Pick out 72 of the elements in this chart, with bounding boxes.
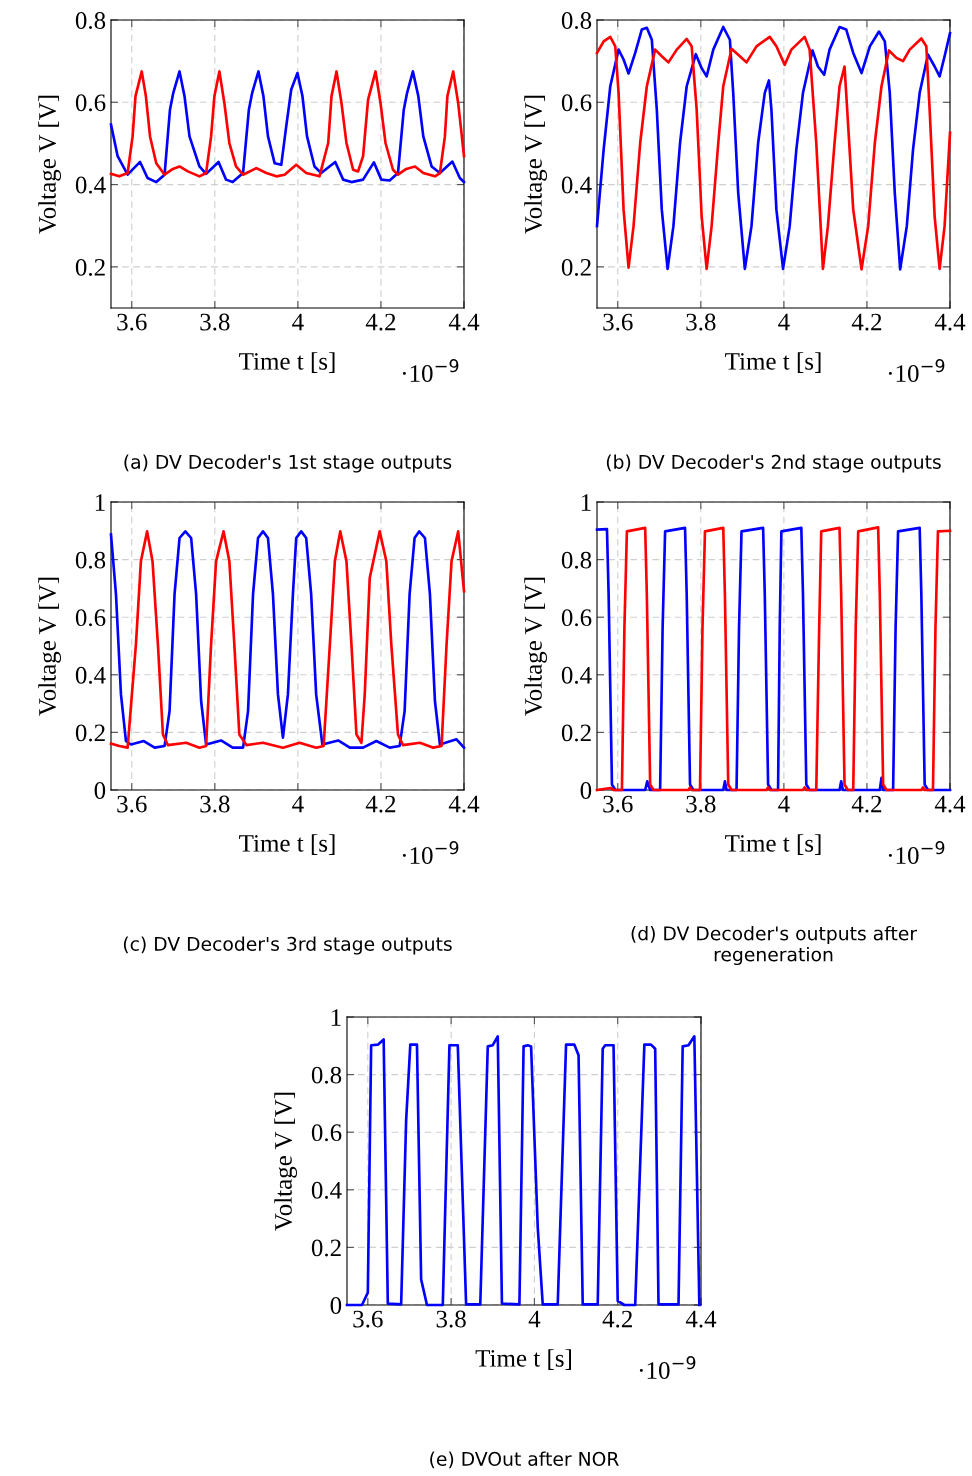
y-tick-label: 0.4	[75, 666, 106, 684]
y-tick-label: 0.4	[75, 176, 106, 194]
x-axis-title: Time t [s]	[725, 834, 821, 855]
text: ·10$^{−9}$	[402, 359, 459, 382]
x-tick-label: 3.6	[353, 1310, 383, 1328]
y-axis-title: Voltage V [V]	[38, 577, 61, 716]
x-tick-label: 4.4	[448, 795, 480, 813]
x-tick-label: 3.6	[603, 313, 633, 331]
y-tick-label: 0.8	[311, 1066, 342, 1084]
x-tick-label: 4.4	[685, 1310, 717, 1328]
y-tick-label: 1	[331, 1009, 341, 1026]
y-tick-label: 0.8	[561, 12, 592, 30]
x-tick-label: 4	[292, 795, 304, 813]
text: (d) DV Decoder's outputs after regeneration	[631, 925, 918, 966]
y-tick-label: 0.6	[561, 609, 592, 627]
y-axis-title: Voltage V [V]	[524, 95, 547, 234]
y-tick-label: 0.8	[75, 551, 106, 569]
text: ·10$^{−9}$	[402, 841, 459, 864]
y-tick-label: 0	[580, 782, 592, 799]
x-tick-label: 4.2	[365, 313, 396, 331]
y-tick-label: 0.6	[75, 94, 106, 112]
y-tick-label: 0.4	[561, 176, 592, 194]
x-tick-label: 4.4	[934, 313, 966, 331]
x-tick-label: 4	[778, 795, 790, 813]
x-tick-label: 4.2	[602, 1310, 632, 1328]
text: ·10$^{−9}$	[639, 1356, 696, 1379]
y-tick-label: 0.8	[561, 551, 592, 569]
x-tick-label: 3.8	[686, 313, 716, 331]
x-tick-label: 3.6	[117, 313, 147, 331]
line-series	[109, 530, 466, 749]
x-tick-label: 4.4	[934, 795, 966, 813]
text: (c) DV Decoder's 3rd stage outputs	[123, 936, 452, 955]
x-tick-label: 3.6	[117, 795, 147, 813]
y-tick-label: 0.8	[75, 12, 106, 30]
y-tick-label: 0.2	[561, 258, 591, 276]
x-tick-label: 3.8	[436, 1310, 466, 1328]
x-tick-label: 4	[292, 313, 304, 331]
x-tick-label: 3.8	[200, 795, 230, 813]
y-tick-label: 0.4	[311, 1181, 342, 1199]
x-tick-label: 3.6	[603, 795, 633, 813]
y-tick-label: 0	[94, 782, 106, 799]
x-axis-title: Time t [s]	[239, 834, 335, 855]
x-tick-label: 3.8	[200, 313, 230, 331]
y-tick-label: 1	[581, 494, 591, 511]
y-tick-label: 0.6	[75, 609, 106, 627]
y-tick-label: 1	[95, 494, 105, 511]
y-tick-label: 0.2	[75, 258, 105, 276]
y-tick-label: 0.2	[75, 724, 105, 742]
x-tick-label: 4.4	[448, 313, 480, 331]
y-axis-title: Voltage V [V]	[38, 95, 61, 234]
text: ·10$^{−9}$	[888, 359, 945, 382]
y-tick-label: 0.4	[561, 666, 592, 684]
y-axis-title: Voltage V [V]	[524, 577, 547, 716]
text: (a) DV Decoder's 1st stage outputs	[124, 454, 452, 473]
y-axis-title: Voltage V [V]	[274, 1092, 297, 1231]
x-axis-title: Time t [s]	[239, 352, 335, 373]
text: ·10$^{−9}$	[888, 841, 945, 864]
x-axis-title: Time t [s]	[725, 352, 821, 373]
x-tick-label: 4.2	[851, 795, 882, 813]
y-tick-label: 0	[330, 1297, 342, 1314]
text: (b) DV Decoder's 2nd stage outputs	[606, 454, 941, 473]
y-tick-label: 0.2	[561, 724, 591, 742]
y-tick-label: 0.6	[311, 1124, 342, 1142]
y-tick-label: 0.6	[561, 94, 592, 112]
x-tick-label: 4	[528, 1310, 541, 1328]
x-axis-title: Time t [s]	[475, 1349, 571, 1370]
x-tick-label: 4	[778, 313, 790, 331]
text: (e) DVOut after NOR	[430, 1451, 619, 1469]
y-tick-label: 0.2	[311, 1239, 341, 1257]
x-tick-label: 4.2	[851, 313, 882, 331]
x-tick-label: 3.8	[686, 795, 716, 813]
x-tick-label: 4.2	[365, 795, 396, 813]
